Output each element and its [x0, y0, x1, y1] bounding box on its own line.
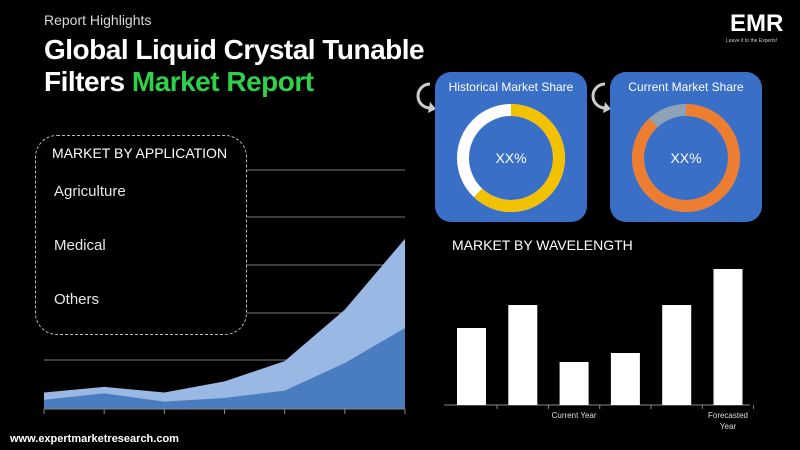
- application-item-medical: Medical: [54, 237, 106, 254]
- historical-share-card: Historical Market Share XX%: [435, 72, 587, 222]
- emr-logo: EMR Leave it to the Experts!: [724, 8, 784, 48]
- current-donut-share: [632, 104, 740, 212]
- application-item-others: Others: [54, 291, 100, 308]
- application-box: [35, 135, 247, 335]
- current-share-value: XX%: [670, 150, 702, 166]
- title-line-1: Global Liquid Crystal Tunable: [44, 34, 425, 65]
- area-series-0: [44, 238, 405, 409]
- title-green-part: Market Report: [131, 66, 314, 97]
- historical-donut: [457, 104, 565, 212]
- historical-share-value: XX%: [495, 150, 527, 166]
- area-series-1: [44, 328, 405, 409]
- wavelength-bar-3: [610, 353, 640, 405]
- current-donut: [632, 104, 740, 212]
- historical-cycle-arrow-icon: [416, 82, 436, 113]
- bar-category-label: Current Year: [552, 411, 597, 420]
- application-item-agriculture: Agriculture: [54, 183, 126, 200]
- application-title: MARKET BY APPLICATION: [52, 145, 228, 161]
- current-share-title: Current Market Share: [628, 80, 744, 94]
- current-share-card: Current Market Share XX%: [610, 72, 762, 222]
- historical-share-title: Historical Market Share: [448, 80, 574, 94]
- page-title: Global Liquid Crystal Tunable Filters Ma…: [44, 34, 425, 98]
- bar-category-label: Forecasted: [708, 411, 748, 420]
- historical-donut-share: [457, 104, 565, 212]
- logo-text: EMR: [730, 10, 784, 37]
- logo-tagline: Leave it to the Experts!: [726, 38, 778, 44]
- wavelength-bar-5: [713, 269, 743, 405]
- wavelength-title: MARKET BY WAVELENGTH: [452, 237, 633, 253]
- wavelength-bar-4: [662, 305, 692, 405]
- wavelength-bar-1: [508, 305, 538, 405]
- title-white-part: Filters: [44, 66, 132, 97]
- wavelength-bar-2: [559, 362, 589, 405]
- current-cycle-arrow-icon: [591, 82, 611, 113]
- eyebrow-label: Report Highlights: [44, 12, 152, 28]
- title-line-2: Filters Market Report: [44, 66, 424, 98]
- wavelength-bar-0: [457, 328, 486, 405]
- footer-url: www.expertmarketresearch.com: [10, 433, 179, 445]
- bar-category-label: Year: [720, 422, 737, 431]
